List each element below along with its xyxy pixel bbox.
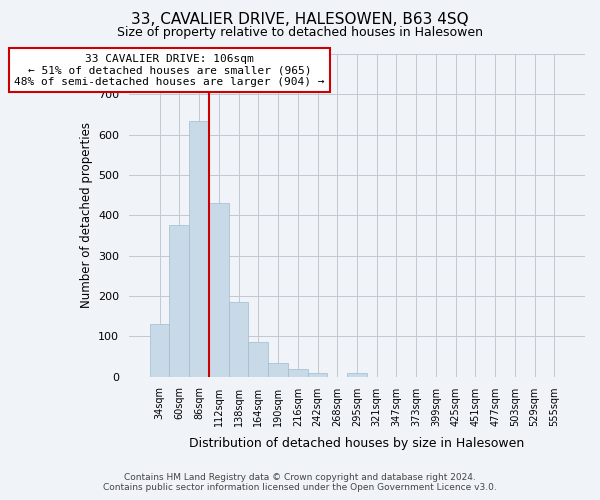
Text: Size of property relative to detached houses in Halesowen: Size of property relative to detached ho… — [117, 26, 483, 39]
X-axis label: Distribution of detached houses by size in Halesowen: Distribution of detached houses by size … — [190, 437, 524, 450]
Bar — [288, 370, 308, 376]
Text: Contains HM Land Registry data © Crown copyright and database right 2024.
Contai: Contains HM Land Registry data © Crown c… — [103, 473, 497, 492]
Bar — [189, 120, 209, 376]
Bar — [150, 324, 169, 376]
Bar — [308, 374, 328, 376]
Y-axis label: Number of detached properties: Number of detached properties — [80, 122, 92, 308]
Bar — [229, 302, 248, 376]
Bar — [268, 362, 288, 376]
Text: 33 CAVALIER DRIVE: 106sqm
← 51% of detached houses are smaller (965)
48% of semi: 33 CAVALIER DRIVE: 106sqm ← 51% of detac… — [14, 54, 325, 86]
Bar — [347, 372, 367, 376]
Bar — [209, 203, 229, 376]
Bar — [169, 226, 189, 376]
Text: 33, CAVALIER DRIVE, HALESOWEN, B63 4SQ: 33, CAVALIER DRIVE, HALESOWEN, B63 4SQ — [131, 12, 469, 28]
Bar — [248, 342, 268, 376]
